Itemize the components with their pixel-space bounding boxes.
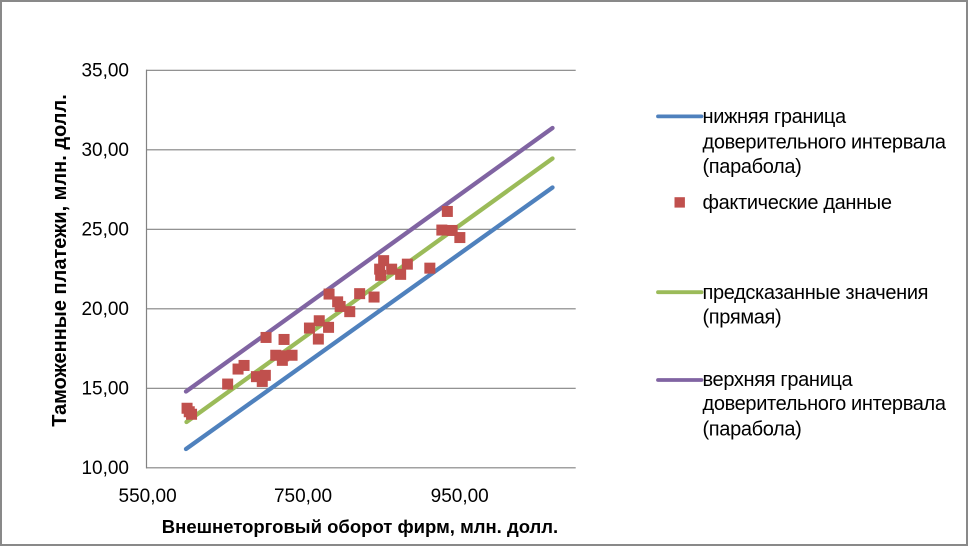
svg-text:фактические данные: фактические данные (703, 192, 892, 214)
svg-text:750,00: 750,00 (274, 486, 332, 507)
svg-text:доверительного интервала: доверительного интервала (703, 393, 947, 415)
svg-text:20,00: 20,00 (81, 299, 129, 320)
svg-text:(парабола): (парабола) (703, 419, 802, 441)
svg-text:предсказанные значения: предсказанные значения (703, 282, 929, 304)
svg-text:35,00: 35,00 (81, 61, 129, 82)
svg-text:10,00: 10,00 (81, 458, 129, 479)
svg-text:нижняя граница: нижняя граница (703, 106, 848, 128)
svg-text:25,00: 25,00 (81, 220, 129, 241)
svg-text:550,00: 550,00 (119, 486, 177, 507)
svg-text:доверительного интервала: доверительного интервала (703, 131, 947, 153)
svg-text:Внешнеторговый оборот фирм, мл: Внешнеторговый оборот фирм, млн. долл. (162, 516, 558, 537)
svg-text:30,00: 30,00 (81, 140, 129, 161)
svg-text:(прямая): (прямая) (703, 307, 782, 329)
svg-text:950,00: 950,00 (431, 486, 489, 507)
svg-text:15,00: 15,00 (81, 379, 129, 400)
svg-text:(парабола): (парабола) (703, 156, 802, 178)
svg-text:Таможенные платежи, млн. долл.: Таможенные платежи, млн. долл. (49, 94, 71, 427)
svg-text:верхняя граница: верхняя граница (703, 369, 854, 391)
